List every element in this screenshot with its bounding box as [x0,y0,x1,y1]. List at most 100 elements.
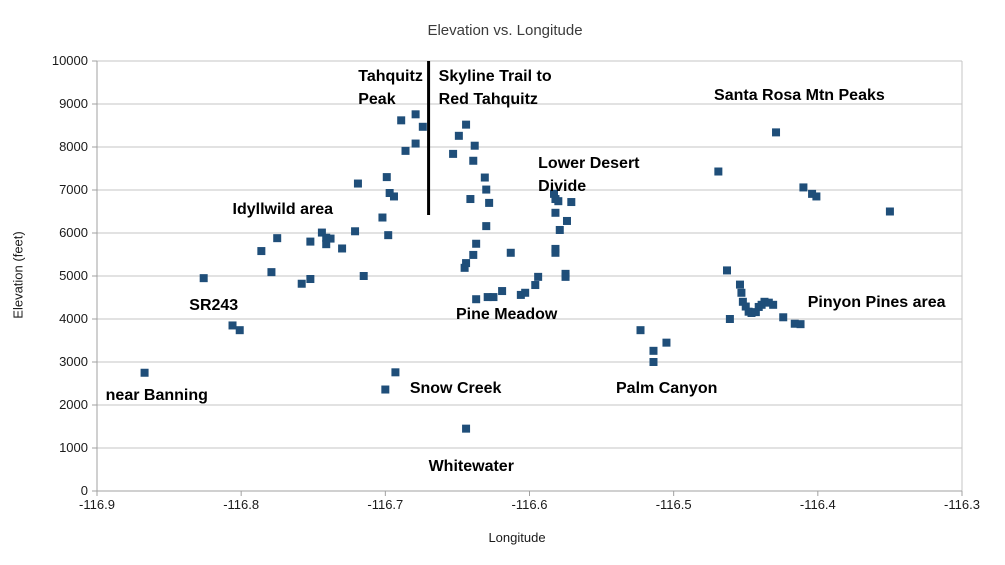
data-point [662,338,671,347]
data-point [199,274,208,283]
data-point [389,192,398,201]
x-tick-label: -116.6 [512,497,548,512]
data-point [764,298,773,307]
data-point [769,300,778,309]
data-point [228,321,237,330]
data-point [808,189,817,198]
data-point [790,319,799,328]
y-tick-label: 10000 [52,53,88,68]
data-point [353,179,362,188]
x-tick-label: -116.8 [223,497,259,512]
data-point [738,297,747,306]
x-tick-label: -116.7 [367,497,403,512]
data-point [411,110,420,119]
data-point [649,346,658,355]
data-point [267,268,276,277]
data-point [747,308,756,317]
data-point [235,326,244,335]
data-point [273,234,282,243]
data-point [466,195,475,204]
data-point [469,156,478,165]
data-point [391,368,400,377]
data-point [799,183,808,192]
data-point [506,248,515,257]
data-point [482,222,491,231]
data-point [760,297,769,306]
y-tick-label: 0 [81,483,88,498]
data-point [338,244,347,253]
y-tick-label: 8000 [59,139,88,154]
data-point [384,231,393,240]
data-point [741,302,750,311]
data-point [482,185,491,194]
data-point [449,149,458,158]
data-point [306,237,315,246]
data-point [359,272,368,280]
data-point [567,198,576,207]
data-point [555,225,564,234]
data-point [480,173,489,182]
data-point [397,116,406,125]
data-point [772,128,781,137]
chart-title: Elevation vs. Longitude [427,22,583,39]
data-point [462,424,471,433]
data-point [326,234,335,243]
data-point [483,293,492,302]
data-point [462,259,471,268]
data-point [322,233,331,242]
data-point [411,139,420,148]
data-point [382,173,391,182]
data-point [469,250,478,259]
y-tick-label: 6000 [59,225,88,240]
data-point [554,197,563,206]
data-point [550,189,559,198]
data-point [401,146,410,155]
data-point [885,207,894,216]
x-tick-label: -116.9 [79,497,115,512]
data-point [351,227,360,236]
data-point [297,279,306,288]
data-point [521,288,530,297]
data-point [779,313,788,322]
data-point [562,216,571,225]
data-point [306,275,315,284]
data-point [322,240,331,249]
y-tick-label: 3000 [59,354,88,369]
y-tick-label: 9000 [59,96,88,111]
data-point [472,295,481,304]
data-point [534,272,543,281]
data-point [470,141,479,150]
data-point [489,293,498,302]
y-tick-label: 5000 [59,268,88,283]
data-point [317,228,326,237]
data-point [723,266,732,275]
data-point [649,358,658,366]
data-point [472,239,481,248]
data-point [796,320,805,329]
data-point [751,308,760,317]
data-point [812,192,821,201]
data-point [516,290,525,299]
data-point [385,189,394,198]
data-point [485,198,494,207]
y-tick-label: 2000 [59,397,88,412]
data-point [561,272,570,281]
data-point [636,326,645,335]
data-point [462,120,471,129]
data-point [551,208,560,217]
data-point [551,248,560,257]
y-tick-label: 1000 [59,440,88,455]
y-tick-label: 7000 [59,182,88,197]
x-axis-title: Longitude [488,530,546,545]
data-point [418,122,427,131]
data-point [498,287,507,296]
x-tick-label: -116.5 [656,497,692,512]
y-tick-label: 4000 [59,311,88,326]
data-point [460,263,469,272]
data-point [737,288,746,297]
data-point [531,281,540,290]
data-point [140,368,149,377]
data-point [381,385,390,394]
